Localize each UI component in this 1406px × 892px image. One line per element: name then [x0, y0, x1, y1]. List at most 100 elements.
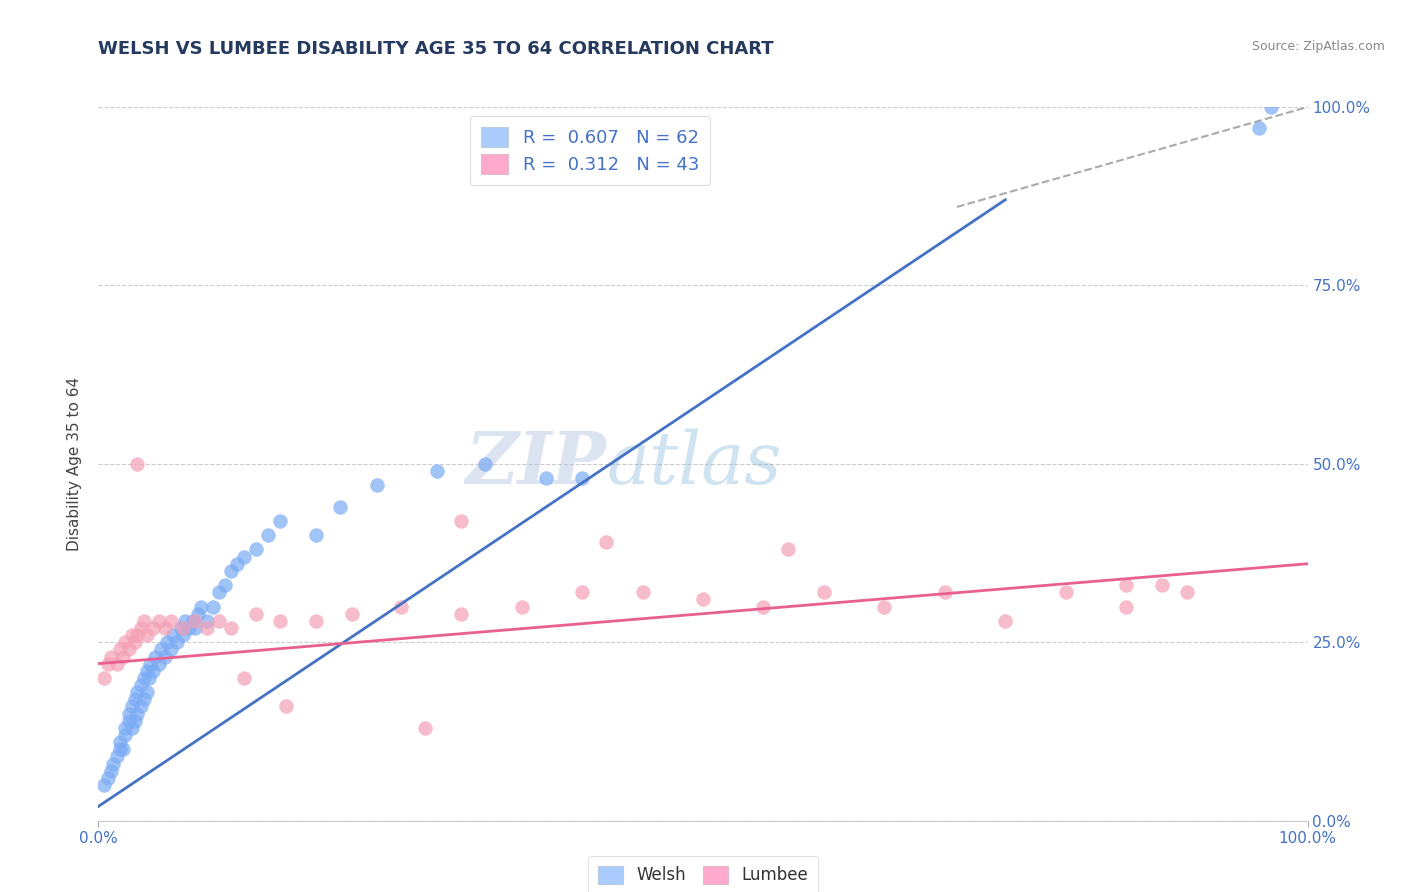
Point: [135, 664, 157, 678]
Point: [1249, 121, 1271, 136]
Point: [172, 621, 194, 635]
Point: [153, 621, 176, 635]
Point: [202, 599, 225, 614]
Point: [127, 685, 149, 699]
Point: [195, 621, 218, 635]
Point: [121, 721, 143, 735]
Text: Source: ZipAtlas.com: Source: ZipAtlas.com: [1251, 40, 1385, 54]
Point: [111, 742, 134, 756]
Point: [450, 514, 472, 528]
Point: [534, 471, 557, 485]
Point: [450, 607, 472, 621]
Point: [221, 564, 243, 578]
Point: [1115, 599, 1137, 614]
Point: [221, 621, 243, 635]
Point: [162, 628, 184, 642]
Point: [208, 614, 231, 628]
Point: [108, 642, 131, 657]
Point: [101, 756, 124, 771]
Point: [184, 614, 207, 628]
Point: [138, 671, 160, 685]
Point: [342, 607, 364, 621]
Point: [127, 706, 149, 721]
Point: [389, 599, 412, 614]
Point: [305, 614, 328, 628]
Point: [692, 592, 714, 607]
Point: [100, 764, 122, 778]
Point: [413, 721, 436, 735]
Point: [934, 585, 956, 599]
Point: [111, 649, 134, 664]
Text: ZIP: ZIP: [465, 428, 606, 500]
Point: [108, 735, 131, 749]
Point: [1115, 578, 1137, 592]
Point: [172, 628, 194, 642]
Point: [232, 549, 254, 564]
Point: [813, 585, 835, 599]
Legend: Welsh, Lumbee: Welsh, Lumbee: [588, 855, 818, 892]
Point: [184, 621, 207, 635]
Point: [256, 528, 278, 542]
Point: [245, 607, 267, 621]
Point: [129, 678, 152, 692]
Point: [143, 649, 166, 664]
Point: [114, 728, 136, 742]
Point: [127, 628, 149, 642]
Point: [269, 514, 291, 528]
Point: [1260, 100, 1282, 114]
Point: [114, 635, 136, 649]
Point: [181, 614, 204, 628]
Point: [166, 635, 188, 649]
Point: [329, 500, 352, 514]
Point: [135, 685, 157, 699]
Point: [160, 614, 183, 628]
Point: [118, 714, 141, 728]
Point: [108, 742, 131, 756]
Point: [426, 464, 449, 478]
Point: [595, 535, 617, 549]
Point: [139, 657, 162, 671]
Y-axis label: Disability Age 35 to 64: Disability Age 35 to 64: [67, 376, 83, 551]
Point: [114, 721, 136, 735]
Point: [121, 628, 143, 642]
Point: [187, 607, 209, 621]
Point: [124, 714, 146, 728]
Point: [190, 599, 212, 614]
Point: [118, 642, 141, 657]
Point: [118, 706, 141, 721]
Point: [174, 614, 197, 628]
Point: [105, 657, 128, 671]
Point: [100, 649, 122, 664]
Point: [274, 699, 297, 714]
Point: [366, 478, 388, 492]
Point: [105, 749, 128, 764]
Point: [142, 621, 165, 635]
Point: [134, 692, 156, 706]
Point: [510, 599, 533, 614]
Point: [226, 557, 249, 571]
Point: [134, 614, 156, 628]
Point: [148, 657, 170, 671]
Point: [150, 642, 173, 657]
Point: [135, 628, 157, 642]
Point: [269, 614, 291, 628]
Point: [873, 599, 896, 614]
Point: [153, 649, 176, 664]
Point: [631, 585, 654, 599]
Point: [156, 635, 179, 649]
Point: [124, 635, 146, 649]
Point: [994, 614, 1017, 628]
Point: [127, 457, 149, 471]
Point: [752, 599, 775, 614]
Point: [169, 621, 191, 635]
Point: [124, 692, 146, 706]
Point: [179, 621, 201, 635]
Point: [1152, 578, 1174, 592]
Point: [571, 471, 593, 485]
Point: [134, 671, 156, 685]
Text: WELSH VS LUMBEE DISABILITY AGE 35 TO 64 CORRELATION CHART: WELSH VS LUMBEE DISABILITY AGE 35 TO 64 …: [98, 40, 775, 58]
Point: [214, 578, 236, 592]
Point: [1054, 585, 1077, 599]
Point: [121, 699, 143, 714]
Point: [160, 642, 183, 657]
